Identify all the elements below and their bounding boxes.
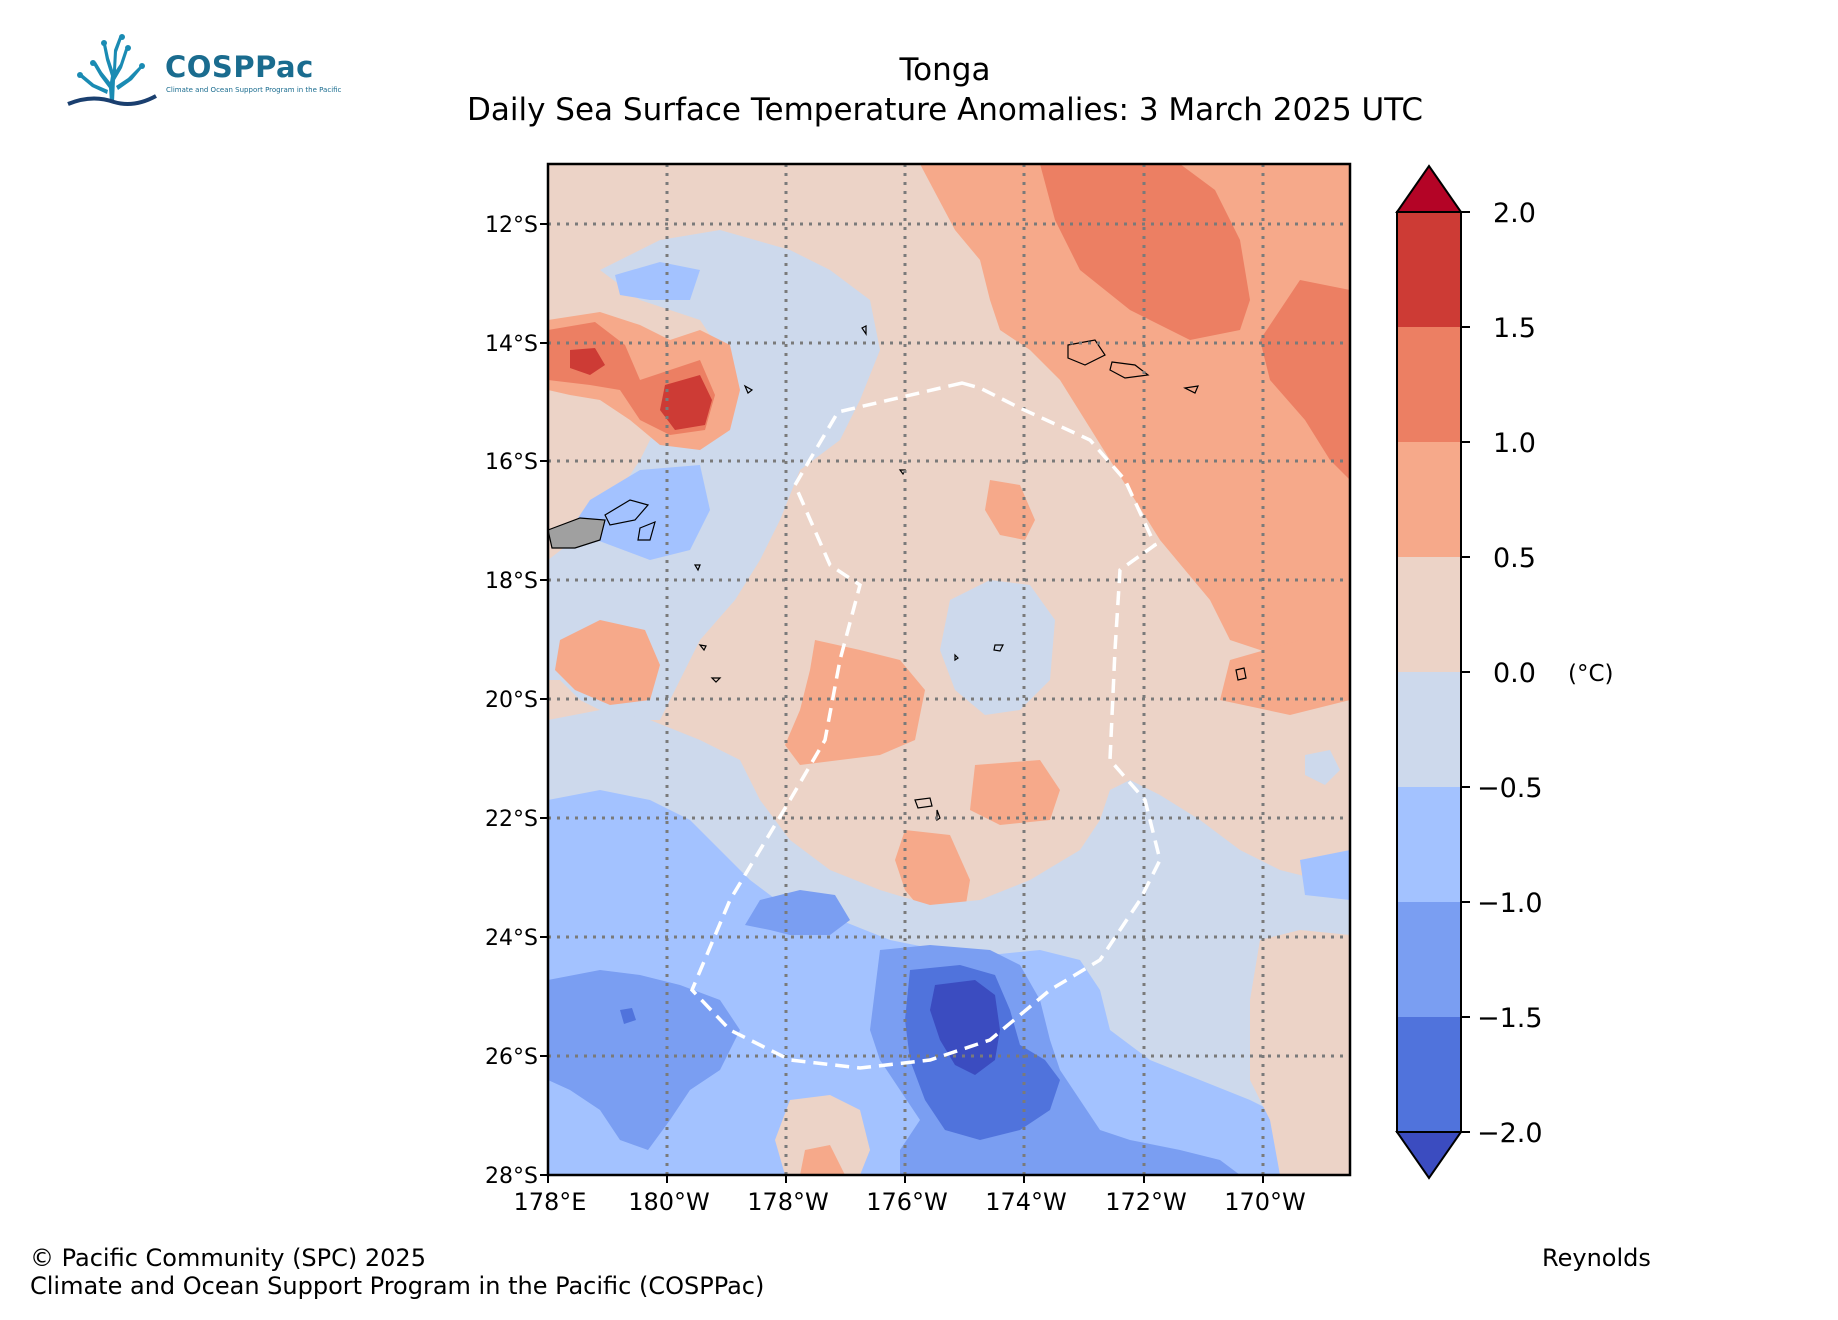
- lon-label-178W: 178°W: [747, 1188, 829, 1216]
- coral-logo-icon: [67, 34, 157, 106]
- colorbar-bin-8: [1397, 1017, 1461, 1132]
- land-masses: [547, 325, 1247, 822]
- cool-patch-fiji: [570, 465, 710, 560]
- colorbar-bin-6: [1397, 787, 1461, 902]
- warm-patch-central-4: [895, 830, 970, 920]
- logo-tagline: Climate and Ocean Support Program in the…: [166, 86, 342, 94]
- fiji-taveuni: [637, 520, 656, 541]
- lon-axis: 178°E 180°W 178°W 176°W 174°W 172°W 170°…: [514, 1175, 1306, 1216]
- lau-2: [698, 644, 707, 652]
- colorbar-tick-neg0.5: −0.5: [1477, 773, 1543, 804]
- cool-core-south-1: [745, 890, 850, 935]
- lat-label-18S: 18°S: [485, 569, 538, 594]
- niuafoou: [861, 325, 867, 336]
- lon-label-174W: 174°W: [985, 1188, 1067, 1216]
- samoa-upolu: [1109, 361, 1150, 379]
- colorbar-tick-neg1.0: −1.0: [1477, 888, 1543, 919]
- lat-label-16S: 16°S: [485, 450, 538, 475]
- colorbar-bin-7: [1397, 902, 1461, 1017]
- american-samoa: [1183, 385, 1199, 394]
- cosppac-logo: COSPPac Climate and Ocean Support Progra…: [62, 30, 341, 112]
- colorbar-unit: (°C): [1568, 661, 1614, 687]
- lat-label-24S: 24°S: [485, 926, 538, 951]
- colorbar-bin-1: [1397, 212, 1461, 327]
- graticule: [548, 164, 1350, 1175]
- lon-label-176W: 176°W: [866, 1188, 948, 1216]
- data-source-label: Reynolds: [1542, 1244, 1651, 1272]
- colorbar-extend-bottom: [1395, 1131, 1463, 1180]
- colorbar-bin-3: [1397, 442, 1461, 557]
- cool-patch-north: [615, 262, 700, 300]
- haapai-1: [954, 653, 959, 662]
- niue: [1235, 667, 1247, 681]
- sst-field: [548, 164, 1350, 1175]
- warm-patch-southeast: [1250, 930, 1350, 1175]
- warm-patch-central-1: [785, 640, 925, 765]
- lat-label-14S: 14°S: [485, 332, 538, 357]
- warm-core-east: [1260, 280, 1350, 480]
- map-title: Tonga: [899, 52, 991, 88]
- warm-spot-south: [800, 1145, 845, 1175]
- colorbar-bin-5: [1397, 672, 1461, 787]
- lon-label-170W: 170°W: [1224, 1188, 1306, 1216]
- lat-axis: 12°S 14°S 16°S 18°S 20°S 22°S 24°S 26°S …: [485, 213, 548, 1189]
- colorbar-tick-2.0: 2.0: [1493, 198, 1536, 229]
- cold-spot-southwest: [620, 1008, 636, 1024]
- map-frame: [546, 162, 1352, 1177]
- eua: [936, 809, 941, 822]
- vavau: [993, 644, 1004, 652]
- warm-strip-east: [1220, 640, 1350, 715]
- logo-text: COSPPac: [165, 50, 314, 84]
- warm-patch-southwest: [555, 620, 660, 705]
- cool-region-southwest: [548, 970, 740, 1150]
- colorbar-tick-1.0: 1.0: [1493, 428, 1536, 459]
- samoa-savaii: [1067, 339, 1106, 366]
- lat-label-22S: 22°S: [485, 807, 538, 832]
- colorbar-tick-0.5: 0.5: [1493, 543, 1536, 574]
- warm-core-northeast: [1040, 164, 1250, 340]
- lon-label-172W: 172°W: [1105, 1188, 1187, 1216]
- hot-core-west-2: [660, 375, 712, 430]
- warm-patch-central-3: [970, 760, 1060, 825]
- lon-label-178E: 178°E: [514, 1188, 587, 1216]
- lat-label-26S: 26°S: [485, 1045, 538, 1070]
- coldest-core-south: [930, 980, 1000, 1075]
- footer-program: Climate and Ocean Support Program in the…: [30, 1272, 765, 1300]
- cool-region-northwest: [548, 230, 880, 720]
- lat-label-12S: 12°S: [485, 213, 538, 238]
- eez-boundary: [689, 381, 1162, 1070]
- colorbar-bin-4: [1397, 557, 1461, 672]
- fiji-viti-levu: [547, 517, 606, 549]
- cool-patch-central: [940, 580, 1055, 715]
- lat-label-20S: 20°S: [485, 688, 538, 713]
- colorbar: 2.0 1.5 1.0 0.5 0.0 −0.5 −1.0 −1.5 −2.0 …: [1395, 164, 1614, 1180]
- colorbar-tick-0.0: 0.0: [1493, 658, 1536, 689]
- colorbar-tick-neg2.0: −2.0: [1477, 1118, 1543, 1149]
- cool-patch-east: [1305, 750, 1340, 785]
- colorbar-tick-1.5: 1.5: [1493, 313, 1536, 344]
- wallis: [743, 384, 754, 394]
- fiji-vanua-levu: [604, 499, 650, 526]
- colorbar-tick-neg1.5: −1.5: [1477, 1003, 1543, 1034]
- map-subtitle: Daily Sea Surface Temperature Anomalies:…: [467, 92, 1423, 128]
- footer-copyright: © Pacific Community (SPC) 2025: [30, 1244, 426, 1272]
- tongatapu: [914, 797, 933, 809]
- lon-label-180W: 180°W: [628, 1188, 710, 1216]
- lat-label-28S: 28°S: [485, 1164, 538, 1189]
- cool-patch-southeast: [1300, 850, 1350, 900]
- warm-patch-south: [775, 1095, 870, 1175]
- lau-1: [693, 564, 701, 572]
- colorbar-bin-2: [1397, 327, 1461, 442]
- hot-core-west-1: [570, 348, 605, 375]
- colorbar-extend-top: [1395, 164, 1463, 213]
- lau-3: [710, 677, 722, 683]
